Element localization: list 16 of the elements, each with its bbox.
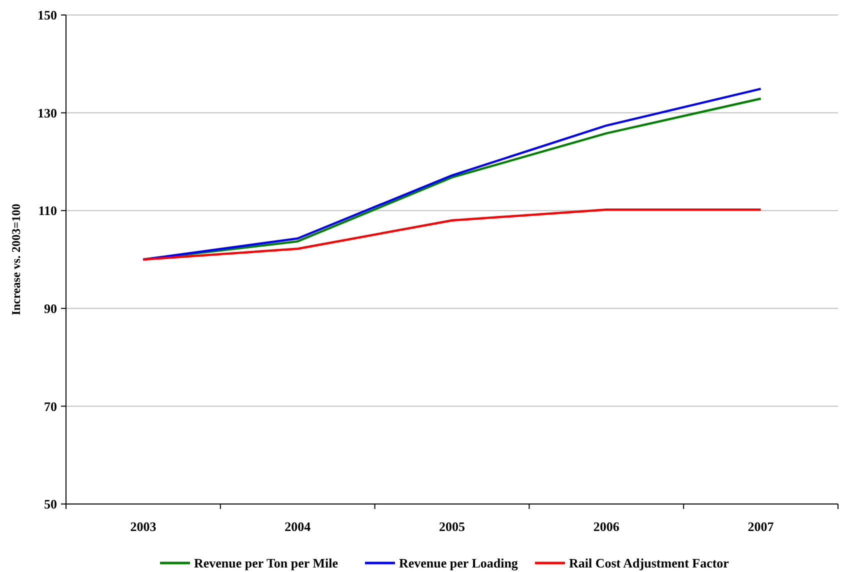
legend-label: Revenue per Ton per Mile bbox=[194, 556, 338, 571]
y-tick-label: 50 bbox=[44, 496, 57, 512]
y-axis-title: Increase vs. 2003=100 bbox=[9, 204, 23, 316]
legend-label: Revenue per Loading bbox=[399, 556, 518, 571]
x-tick-label: 2007 bbox=[748, 519, 774, 534]
y-tick-label: 70 bbox=[44, 398, 57, 414]
legend-label: Rail Cost Adjustment Factor bbox=[569, 556, 730, 571]
y-tick-label: 130 bbox=[38, 105, 57, 120]
y-tick-label: 90 bbox=[44, 300, 57, 316]
y-tick-label: 110 bbox=[38, 203, 57, 218]
x-tick-label: 2006 bbox=[593, 519, 620, 534]
y-tick-label: 150 bbox=[38, 8, 57, 23]
line-series bbox=[142, 208, 762, 261]
x-tick-label: 2005 bbox=[439, 519, 466, 534]
x-tick-label: 2003 bbox=[130, 519, 157, 534]
x-tick-label: 2004 bbox=[284, 519, 312, 534]
